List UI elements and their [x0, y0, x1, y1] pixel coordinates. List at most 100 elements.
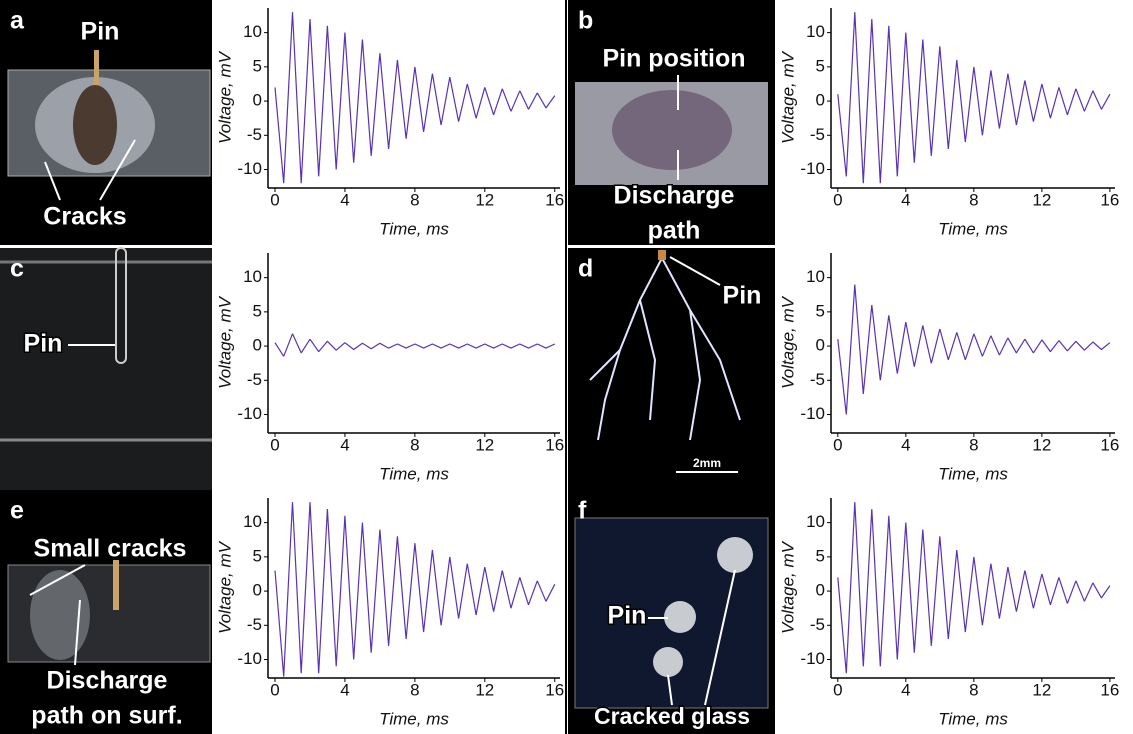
- x-tick-label: 8: [969, 435, 978, 454]
- y-tick-label: 10: [243, 22, 262, 41]
- x-tick-label: 8: [410, 435, 419, 454]
- x-tick-label: 16: [1100, 435, 1119, 454]
- x-tick-label: 0: [270, 190, 279, 209]
- signal-line: [274, 502, 556, 677]
- panel-letter: a: [10, 7, 25, 35]
- x-tick-label: 0: [833, 190, 842, 209]
- x-tick-label: 0: [270, 435, 279, 454]
- y-tick-label: 5: [816, 56, 825, 75]
- annotation: Pin: [81, 18, 120, 46]
- x-tick-label: 0: [270, 680, 279, 699]
- x-tick-label: 4: [901, 190, 910, 209]
- y-tick-label: 5: [816, 301, 825, 320]
- photo-a: [0, 0, 212, 245]
- y-tick-label: 0: [253, 336, 262, 355]
- x-axis-label: Time, ms: [379, 709, 449, 728]
- y-tick-label: 10: [806, 267, 825, 286]
- x-tick-label: 4: [340, 680, 349, 699]
- x-tick-label: 16: [1100, 190, 1119, 209]
- y-tick-label: -10: [800, 404, 825, 423]
- y-tick-label: 10: [806, 512, 825, 531]
- x-tick-label: 12: [1032, 190, 1051, 209]
- x-tick-label: 0: [833, 680, 842, 699]
- y-axis-label: Voltage, mV: [778, 50, 797, 144]
- x-tick-label: 12: [475, 190, 494, 209]
- y-tick-label: -5: [810, 370, 825, 389]
- x-tick-label: 12: [1032, 435, 1051, 454]
- annotation: Small cracks: [34, 535, 187, 563]
- x-tick-label: 16: [545, 680, 564, 699]
- y-tick-label: -5: [810, 615, 825, 634]
- annotation: Cracked glass: [594, 703, 750, 729]
- y-tick-label: -10: [237, 159, 262, 178]
- x-axis-label: Time, ms: [938, 219, 1008, 238]
- y-tick-label: 5: [816, 546, 825, 565]
- scale-bar-label: 2mm: [693, 456, 721, 470]
- y-tick-label: -5: [247, 125, 262, 144]
- x-tick-label: 4: [340, 435, 349, 454]
- x-axis-label: Time, ms: [379, 219, 449, 238]
- photo-d: [568, 248, 775, 490]
- y-axis-label: Voltage, mV: [778, 540, 797, 634]
- signal-line: [837, 12, 1111, 184]
- y-tick-label: 10: [243, 512, 262, 531]
- x-tick-label: 4: [901, 435, 910, 454]
- x-tick-label: 12: [475, 680, 494, 699]
- y-axis-label: Voltage, mV: [215, 540, 234, 634]
- x-axis-label: Time, ms: [938, 709, 1008, 728]
- annotation: Cracks: [43, 203, 126, 231]
- x-tick-label: 16: [545, 190, 564, 209]
- x-tick-label: 0: [833, 435, 842, 454]
- signal-line: [837, 502, 1111, 674]
- panel-letter: c: [10, 255, 24, 283]
- y-tick-label: 0: [816, 581, 825, 600]
- x-tick-label: 4: [340, 190, 349, 209]
- x-tick-label: 16: [1100, 680, 1119, 699]
- x-tick-label: 8: [969, 190, 978, 209]
- y-axis-label: Voltage, mV: [778, 295, 797, 389]
- annotation: Pin position: [602, 45, 745, 73]
- signal-line: [274, 333, 556, 357]
- x-axis-label: Time, ms: [379, 464, 449, 483]
- y-tick-label: 10: [806, 22, 825, 41]
- y-axis-label: Voltage, mV: [215, 295, 234, 389]
- photo-b: [568, 0, 775, 245]
- y-tick-label: -5: [810, 125, 825, 144]
- annotation: Pin: [24, 330, 63, 358]
- y-tick-label: -10: [800, 649, 825, 668]
- y-tick-label: -5: [247, 370, 262, 389]
- annotation: Discharge: [47, 667, 168, 695]
- y-tick-label: 0: [816, 336, 825, 355]
- x-tick-label: 16: [545, 435, 564, 454]
- x-axis-label: Time, ms: [938, 464, 1008, 483]
- annotation: path on surf.: [31, 702, 182, 730]
- y-tick-label: 5: [253, 546, 262, 565]
- x-tick-label: 12: [475, 435, 494, 454]
- x-tick-label: 8: [410, 190, 419, 209]
- y-tick-label: -10: [237, 404, 262, 423]
- photo-f: [568, 490, 775, 734]
- y-tick-label: 0: [253, 581, 262, 600]
- y-tick-label: -5: [247, 615, 262, 634]
- signal-line: [274, 12, 556, 184]
- panel-letter: b: [578, 7, 593, 35]
- x-tick-label: 4: [901, 680, 910, 699]
- y-tick-label: 10: [243, 267, 262, 286]
- y-tick-label: -10: [800, 159, 825, 178]
- y-tick-label: 5: [253, 56, 262, 75]
- photo-c: [0, 247, 212, 490]
- photo-e: [0, 490, 212, 734]
- panel-letter: d: [578, 255, 593, 283]
- y-axis-label: Voltage, mV: [215, 50, 234, 144]
- x-tick-label: 8: [969, 680, 978, 699]
- y-tick-label: 5: [253, 301, 262, 320]
- y-tick-label: -10: [237, 649, 262, 668]
- annotation: Pin: [608, 602, 647, 630]
- panel-letter: e: [10, 497, 24, 525]
- annotation: path: [648, 217, 701, 245]
- annotation: Pin: [723, 282, 762, 310]
- signal-line: [837, 284, 1111, 415]
- annotation: Discharge: [614, 182, 735, 210]
- x-tick-label: 12: [1032, 680, 1051, 699]
